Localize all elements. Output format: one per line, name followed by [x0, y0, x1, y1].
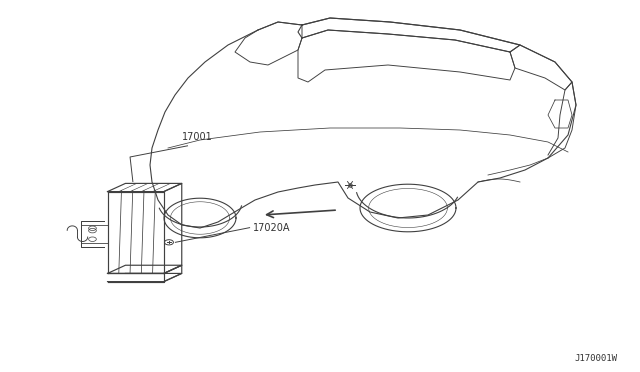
Text: J170001W: J170001W	[575, 354, 618, 363]
Text: 17001: 17001	[182, 132, 213, 142]
Text: 17020A: 17020A	[253, 223, 291, 232]
